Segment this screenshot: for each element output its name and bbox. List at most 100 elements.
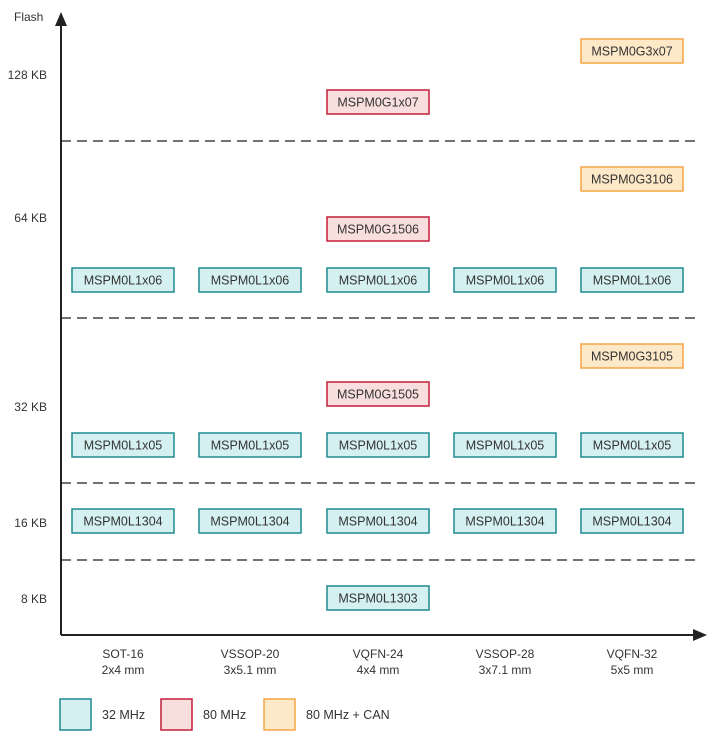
package-label: SOT-16 2x4 mm — [102, 647, 145, 677]
device-chip-box — [326, 89, 430, 115]
device-chip-label: MSPM0L1x06 — [84, 274, 163, 288]
legend-label: 80 MHz + CAN — [306, 708, 390, 722]
package-name: VQFN-32 — [607, 647, 658, 661]
package-name: VSSOP-20 — [221, 647, 280, 661]
package-labels: SOT-16 2x4 mm VSSOP-20 3x5.1 mm VQFN-24 4x4 m… — [102, 647, 658, 677]
package-size: 5x5 mm — [611, 663, 654, 677]
device-chip: MSPM0G3106 — [580, 166, 684, 192]
legend-label: 80 MHz — [203, 708, 246, 722]
device-chip-label: MSPM0G1505 — [337, 388, 419, 402]
device-chip-box — [580, 38, 684, 64]
device-chip-label: MSPM0L1303 — [338, 592, 417, 606]
device-chip-box — [453, 267, 557, 293]
device-chip-box — [326, 585, 430, 611]
device-chip-box — [580, 432, 684, 458]
device-chip-label: MSPM0L1x05 — [84, 439, 163, 453]
device-chip-box — [71, 267, 175, 293]
device-chip-label: MSPM0G1506 — [337, 223, 419, 237]
flash-tier-labels: 128 KB 64 KB 32 KB 16 KB 8 KB — [8, 68, 47, 606]
device-chip-label: MSPM0L1x05 — [593, 439, 672, 453]
device-chip: MSPM0L1x05 — [198, 432, 302, 458]
device-chip: MSPM0L1304 — [453, 508, 557, 534]
device-chip-box — [580, 267, 684, 293]
device-chip-box — [71, 508, 175, 534]
device-chip-label: MSPM0L1x06 — [211, 274, 290, 288]
device-chip-label: MSPM0L1x06 — [593, 274, 672, 288]
device-chip-label: MSPM0L1304 — [338, 515, 417, 529]
legend-item: 32 MHz — [59, 698, 145, 731]
device-chip: MSPM0G1505 — [326, 381, 430, 407]
device-chip: MSPM0L1x06 — [580, 267, 684, 293]
device-chip-label: MSPM0L1x06 — [339, 274, 418, 288]
legend-item: 80 MHz + CAN — [263, 698, 390, 731]
legend-label: 32 MHz — [102, 708, 145, 722]
axes: Flash — [14, 10, 707, 641]
device-chip-label: MSPM0G3105 — [591, 350, 673, 364]
flash-tier-label: 8 KB — [21, 592, 47, 606]
device-chip-box — [326, 216, 430, 242]
device-chip-box — [198, 267, 302, 293]
device-chip-box — [326, 432, 430, 458]
device-chip-box — [326, 381, 430, 407]
device-chip-label: MSPM0G3x07 — [591, 45, 672, 59]
device-chip: MSPM0L1304 — [71, 508, 175, 534]
package-label: VQFN-24 4x4 mm — [353, 647, 404, 677]
device-chip-label: MSPM0G1x07 — [337, 96, 418, 110]
device-chip: MSPM0L1304 — [198, 508, 302, 534]
legend-swatch — [59, 698, 92, 731]
device-chip: MSPM0L1x06 — [198, 267, 302, 293]
package-size: 2x4 mm — [102, 663, 145, 677]
flash-tier-dividers — [61, 140, 696, 561]
device-chip: MSPM0L1x05 — [453, 432, 557, 458]
device-chip-box — [71, 432, 175, 458]
device-chip-label: MSPM0L1304 — [83, 515, 162, 529]
package-size: 3x5.1 mm — [224, 663, 277, 677]
device-chip-box — [580, 508, 684, 534]
package-name: VSSOP-28 — [476, 647, 535, 661]
device-chip-box — [453, 432, 557, 458]
package-size: 4x4 mm — [357, 663, 400, 677]
device-chip-label: MSPM0L1304 — [210, 515, 289, 529]
device-chip-box — [580, 166, 684, 192]
device-chip-label: MSPM0L1x05 — [339, 439, 418, 453]
flash-tier-label: 128 KB — [8, 68, 47, 82]
device-chip: MSPM0G3x07 — [580, 38, 684, 64]
package-name: VQFN-24 — [353, 647, 404, 661]
device-chip: MSPM0L1303 — [326, 585, 430, 611]
device-chip: MSPM0L1x06 — [71, 267, 175, 293]
flash-tier-label: 64 KB — [14, 211, 47, 225]
device-chip-box — [198, 432, 302, 458]
device-chip: MSPM0L1x06 — [326, 267, 430, 293]
legend-swatch — [263, 698, 296, 731]
device-chip-label: MSPM0L1304 — [592, 515, 671, 529]
device-chips: MSPM0G3x07 MSPM0G1x07 MSPM0G3106 MSPM0G1506… — [71, 38, 684, 611]
device-chip-box — [326, 508, 430, 534]
package-label: VSSOP-20 3x5.1 mm — [221, 647, 280, 677]
package-label: VQFN-32 5x5 mm — [607, 647, 658, 677]
device-chip: MSPM0L1x05 — [326, 432, 430, 458]
package-name: SOT-16 — [102, 647, 144, 661]
legend-swatch — [160, 698, 193, 731]
flash-tier-label: 32 KB — [14, 400, 47, 414]
package-size: 3x7.1 mm — [479, 663, 532, 677]
device-chip: MSPM0G1x07 — [326, 89, 430, 115]
legend: 32 MHz 80 MHz 80 MHz + CAN — [59, 698, 390, 731]
device-chip-label: MSPM0L1x06 — [466, 274, 545, 288]
device-chip: MSPM0G1506 — [326, 216, 430, 242]
x-axis-arrow-icon — [693, 629, 707, 641]
device-chip-label: MSPM0L1304 — [465, 515, 544, 529]
device-chip: MSPM0L1x05 — [71, 432, 175, 458]
device-chip-box — [326, 267, 430, 293]
y-axis-title: Flash — [14, 10, 43, 24]
y-axis-arrow-icon — [55, 12, 67, 26]
device-chip-box — [198, 508, 302, 534]
device-chip-box — [580, 343, 684, 369]
device-chip: MSPM0L1304 — [326, 508, 430, 534]
device-chip: MSPM0L1x05 — [580, 432, 684, 458]
flash-tier-label: 16 KB — [14, 516, 47, 530]
device-chip-label: MSPM0G3106 — [591, 173, 673, 187]
device-chip-label: MSPM0L1x05 — [466, 439, 545, 453]
package-label: VSSOP-28 3x7.1 mm — [476, 647, 535, 677]
device-chip-label: MSPM0L1x05 — [211, 439, 290, 453]
